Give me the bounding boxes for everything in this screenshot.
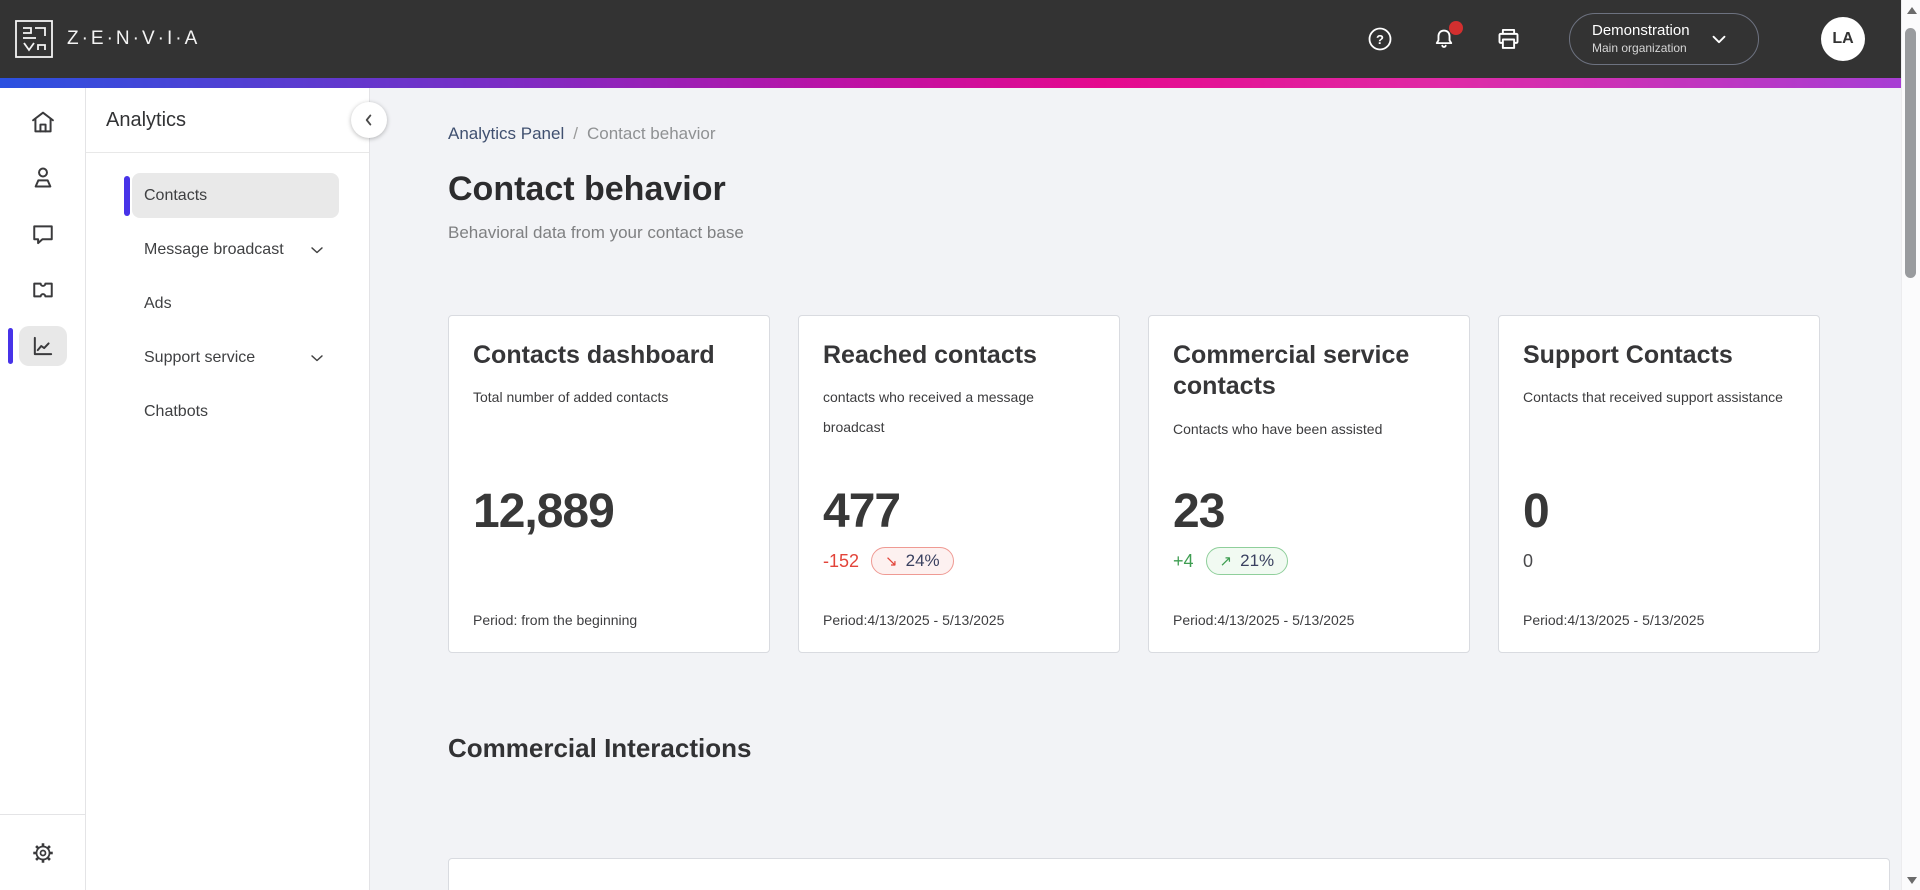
active-indicator: [124, 176, 130, 216]
zenvia-logo: Z·E·N·V·I·A: [14, 19, 200, 59]
rail-item-analytics[interactable]: [0, 318, 86, 374]
print-icon[interactable]: [1493, 24, 1523, 54]
sidebar-item-label: Ads: [144, 294, 172, 312]
rail-item-contacts[interactable]: [0, 150, 86, 206]
breadcrumb: Analytics Panel / Contact behavior: [448, 124, 1920, 144]
scrollbar-thumb[interactable]: [1905, 28, 1916, 278]
breadcrumb-analytics-panel[interactable]: Analytics Panel: [448, 124, 565, 143]
user-avatar[interactable]: LA: [1821, 17, 1865, 61]
delta-value: +4: [1173, 550, 1194, 571]
card-period: Period:4/13/2025 - 5/13/2025: [1523, 612, 1705, 628]
settings-gear-icon: [30, 840, 56, 866]
sidebar-title: Analytics: [106, 108, 187, 131]
sidebar-header: Analytics: [86, 88, 369, 153]
topbar-actions: ? Demonstration Main: [1365, 13, 1865, 65]
sidebar-collapse-button[interactable]: [351, 102, 387, 138]
card-description: Contacts that received support assistanc…: [1523, 389, 1783, 406]
card-title: Support Contacts: [1523, 341, 1733, 369]
page-title: Contact behavior: [448, 170, 726, 208]
rail-item-conversations[interactable]: [0, 206, 86, 262]
breadcrumb-current: Contact behavior: [586, 124, 716, 143]
card-support-contacts: Support Contacts Contacts that received …: [1498, 315, 1820, 653]
brand-gradient-bar: [0, 78, 1901, 88]
stat-cards-row: Contacts dashboard Total number of added…: [448, 315, 1920, 653]
analytics-sidebar: Analytics Contacts Message broadcast Ads: [86, 88, 387, 890]
active-indicator: [7, 328, 13, 364]
trend-badge: ↘ 24%: [871, 547, 954, 575]
sidebar-item-contacts[interactable]: Contacts: [124, 173, 339, 218]
card-description: Total number of added contacts: [473, 389, 669, 406]
conversations-chat-icon: [29, 220, 57, 248]
card-commercial-service-contacts: Commercial service contacts Contacts who…: [1148, 315, 1470, 653]
sidebar-item-label: Chatbots: [144, 402, 209, 420]
card-description: Contacts who have been assisted: [1173, 420, 1383, 437]
sidebar-item-label: Message broadcast: [144, 240, 284, 258]
brand-wordmark: Z·E·N·V·I·A: [67, 28, 201, 49]
organization-name: Demonstration: [1592, 22, 1690, 40]
rail-item-tickets[interactable]: [0, 262, 86, 318]
rail-item-settings[interactable]: [0, 814, 86, 890]
scrollbar-down-arrow[interactable]: [1902, 872, 1920, 888]
vertical-scrollbar[interactable]: [1901, 0, 1920, 890]
card-title: Reached contacts: [823, 341, 1037, 369]
sidebar-item-support-service[interactable]: Support service: [106, 335, 339, 380]
chevron-left-icon: [358, 109, 380, 131]
commercial-interactions-card: [448, 858, 1890, 890]
sidebar-item-label: Contacts: [144, 186, 208, 204]
trend-percentage: 21%: [1240, 551, 1275, 570]
sidebar-menu: Contacts Message broadcast Ads Support s…: [86, 153, 369, 434]
card-period: Period:4/13/2025 - 5/13/2025: [1173, 612, 1355, 628]
trend-badge: ↗ 21%: [1205, 547, 1289, 575]
sidebar-item-ads[interactable]: Ads: [106, 281, 339, 326]
card-title: Contacts dashboard: [473, 341, 715, 369]
home-icon: [29, 108, 57, 136]
main-content: Analytics Panel / Contact behavior Conta…: [370, 88, 1920, 890]
sidebar-item-label: Support service: [144, 348, 256, 366]
scrollbar-up-arrow[interactable]: [1902, 2, 1920, 18]
help-icon[interactable]: ?: [1365, 24, 1395, 54]
card-description: contacts who received a message broadcas…: [823, 389, 1034, 435]
organization-subtitle: Main organization: [1592, 40, 1687, 55]
card-value: 477: [823, 485, 901, 538]
analytics-chart-icon: [29, 332, 57, 360]
sidebar-item-message-broadcast[interactable]: Message broadcast: [106, 227, 339, 272]
notifications-bell-icon[interactable]: [1429, 21, 1463, 54]
trend-up-arrow-icon: ↗: [1219, 553, 1233, 570]
contacts-person-icon: [29, 164, 57, 192]
breadcrumb-separator: /: [573, 124, 578, 143]
page-subtitle: Behavioral data from your contact base: [448, 223, 744, 242]
card-value: 12,889: [473, 485, 615, 538]
trend-down-arrow-icon: ↘: [885, 553, 898, 570]
card-period: Period:4/13/2025 - 5/13/2025: [823, 612, 1005, 628]
trend-percentage: 24%: [905, 551, 940, 570]
topbar: Z·E·N·V·I·A ?: [0, 0, 1920, 78]
card-value: 23: [1173, 485, 1225, 538]
card-value: 0: [1523, 485, 1550, 538]
notification-badge: [1449, 21, 1463, 35]
icon-rail: [0, 88, 86, 890]
card-sub-value: 0: [1523, 551, 1534, 571]
delta-value: -152: [823, 550, 860, 571]
card-period: Period: from the beginning: [473, 612, 638, 628]
svg-text:?: ?: [1376, 32, 1384, 47]
zenvia-logo-icon: [14, 19, 54, 59]
rail-item-home[interactable]: [0, 94, 86, 150]
sidebar-item-chatbots[interactable]: Chatbots: [106, 389, 339, 434]
chevron-down-icon: [307, 348, 327, 368]
organization-selector[interactable]: Demonstration Main organization: [1569, 13, 1759, 65]
card-reached-contacts: Reached contacts contacts who received a…: [798, 315, 1120, 653]
card-title: Commercial service contacts: [1173, 341, 1410, 401]
chevron-down-icon: [1708, 28, 1730, 50]
section-title-commercial-interactions: Commercial Interactions: [448, 733, 752, 763]
card-contacts-dashboard: Contacts dashboard Total number of added…: [448, 315, 770, 653]
ticket-icon: [29, 276, 57, 304]
chevron-down-icon: [307, 240, 327, 260]
